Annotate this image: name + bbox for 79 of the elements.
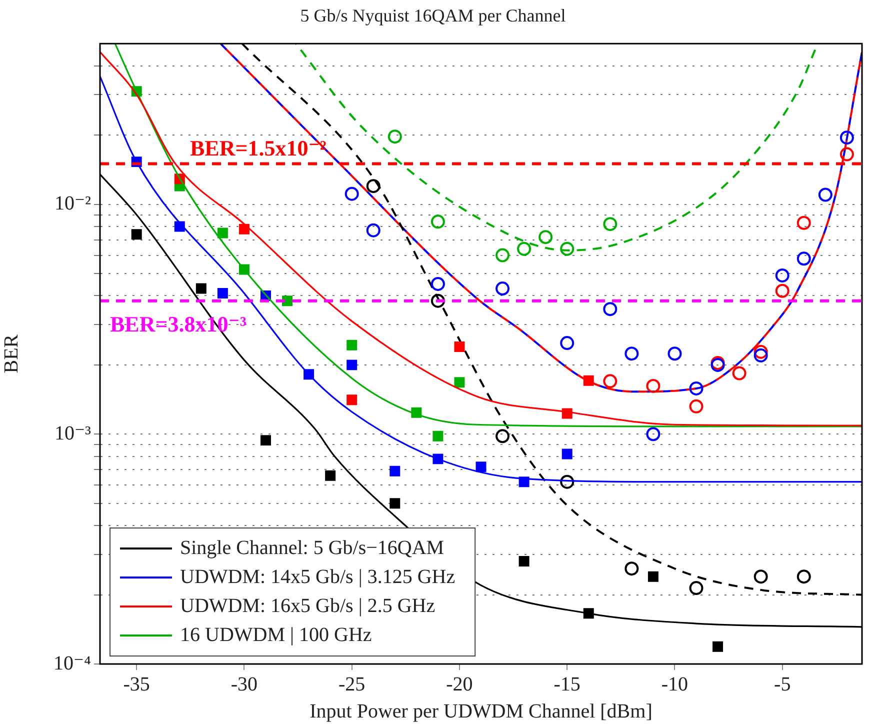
point: [560, 474, 574, 489]
x-tick-label: -15: [554, 673, 580, 696]
legend-label: 16 UDWDM | 100 GHz: [180, 624, 372, 646]
point: [366, 223, 380, 238]
point: [217, 288, 228, 299]
point: [131, 229, 142, 240]
point: [603, 217, 618, 232]
point: [648, 571, 658, 582]
point: [646, 427, 660, 442]
point: [560, 336, 574, 350]
point: [818, 188, 832, 202]
point: [517, 242, 532, 256]
ref-line-label: BER=1.5x10⁻²: [190, 135, 327, 160]
point: [603, 374, 618, 388]
point: [624, 562, 639, 576]
point: [390, 466, 400, 476]
point: [346, 394, 358, 406]
x-tick-label: -10: [661, 673, 688, 696]
point: [754, 348, 768, 362]
point: [496, 282, 510, 296]
point: [689, 399, 704, 414]
x-tick-label: -25: [338, 673, 366, 696]
point: [346, 360, 358, 370]
point: [346, 340, 358, 350]
point: [430, 214, 445, 229]
point: [282, 296, 293, 306]
point: [388, 130, 402, 144]
point: [518, 556, 530, 566]
chart-title: 5 Gb/s Nyquist 16QAM per Channel: [300, 6, 566, 26]
point: [562, 448, 572, 460]
point: [390, 498, 400, 509]
point: [775, 284, 790, 298]
point: [603, 302, 618, 316]
point: [238, 224, 250, 234]
point: [366, 179, 380, 194]
point: [689, 381, 704, 396]
point: [796, 570, 811, 584]
x-tick-label: -35: [123, 673, 150, 696]
y-axis-title: BER: [0, 334, 22, 374]
point: [754, 570, 768, 584]
x-tick-label: -20: [446, 673, 473, 696]
point: [583, 375, 594, 386]
x-tick-label: -30: [230, 673, 258, 696]
point: [796, 216, 811, 230]
point: [217, 228, 228, 238]
x-tick-label: -5: [774, 673, 791, 696]
y-tick-label: 10⁻⁴: [53, 652, 92, 674]
point: [732, 366, 746, 380]
point: [196, 283, 206, 294]
point: [754, 344, 768, 359]
point: [668, 346, 682, 361]
point: [775, 268, 790, 282]
legend-label: Single Channel: 5 Gb/s−16QAM: [180, 536, 444, 559]
point: [689, 581, 704, 596]
point: [454, 377, 465, 388]
point: [712, 641, 724, 652]
point: [840, 147, 854, 162]
point: [646, 378, 660, 393]
point: [624, 346, 639, 361]
y-tick-label: 10⁻²: [54, 192, 91, 215]
point: [476, 462, 486, 472]
point: [796, 252, 811, 266]
x-axis-title: Input Power per UDWDM Channel [dBm]: [310, 700, 652, 722]
point: [432, 430, 444, 442]
point: [538, 230, 553, 244]
legend-label: UDWDM: 16x5 Gb/s | 2.5 GHz: [180, 594, 436, 617]
point: [430, 276, 445, 291]
point: [454, 341, 465, 352]
y-tick-label: 10⁻³: [54, 422, 91, 444]
point: [496, 248, 510, 262]
point: [260, 435, 271, 446]
point: [174, 221, 185, 232]
point: [840, 130, 854, 145]
point: [344, 186, 359, 201]
point: [325, 470, 336, 481]
point: [496, 429, 510, 444]
point: [560, 242, 574, 256]
point: [430, 294, 445, 308]
legend-label: UDWDM: 14x5 Gb/s | 3.125 GHz: [180, 566, 456, 588]
